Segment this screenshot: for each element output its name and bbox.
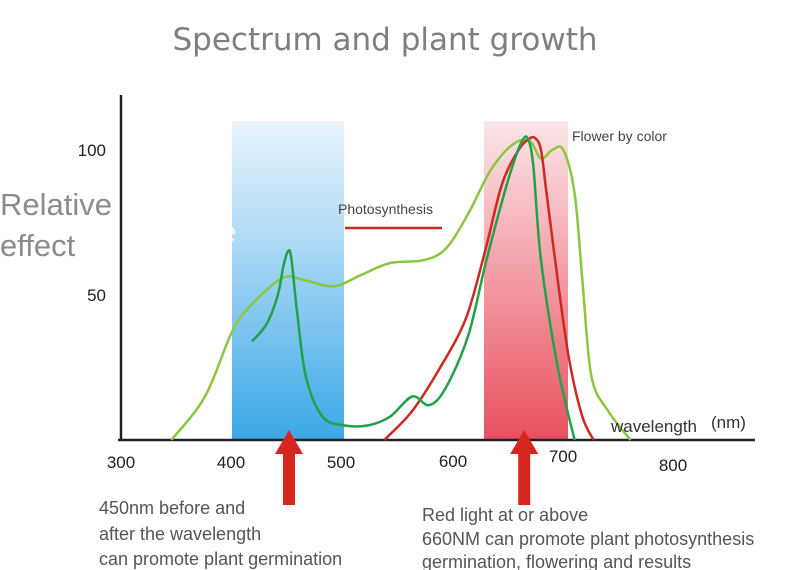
photosynthesis-label: Photosynthesis <box>338 201 433 217</box>
x-tick-label: 700 <box>549 447 577 466</box>
red-arrow <box>510 430 539 505</box>
note-right-line-3: germination, flowering and results <box>422 552 691 570</box>
note-left: 450nm before and after the wavelength ca… <box>99 498 342 569</box>
x-tick-label: 500 <box>327 453 355 472</box>
y-axis-label-line1: Relative <box>0 187 112 222</box>
x-axis-label: wavelength <box>610 417 697 436</box>
y-tick-label: 100 <box>78 141 106 160</box>
x-tick-label: 600 <box>439 452 467 471</box>
spectral-curves <box>170 135 632 441</box>
chart-title: Spectrum and plant growth <box>172 22 597 58</box>
note-right: Red light at or above 660NM can promote … <box>422 505 754 570</box>
x-axis-unit: (nm) <box>711 413 746 432</box>
photosynthesis-curve <box>383 135 595 441</box>
blue-band <box>232 121 344 440</box>
note-right-line-2: 660NM can promote plant photosynthesis <box>422 529 754 549</box>
note-left-line-2: after the wavelength <box>99 524 261 544</box>
y-tick-label: 50 <box>87 286 106 305</box>
y-axis-label-line2: effect <box>0 228 76 263</box>
red-band <box>484 121 568 440</box>
chlorophyll-curve <box>251 135 576 441</box>
flower-label: Flower by color <box>572 128 667 144</box>
x-tick-label: 400 <box>217 453 245 472</box>
indicator-arrows <box>275 430 539 505</box>
ghost-text: ve <box>205 216 237 249</box>
x-tick-label: 300 <box>107 453 135 472</box>
note-left-line-1: 450nm before and <box>99 498 245 518</box>
note-left-line-3: can promote plant germination <box>99 549 342 569</box>
axis-ticks: 300 400 500 600 700 800 50 100 <box>78 141 688 475</box>
x-tick-label: 800 <box>659 456 687 475</box>
spectral-bands <box>232 121 568 440</box>
note-right-line-1: Red light at or above <box>422 505 588 525</box>
red-arrow <box>275 430 303 505</box>
flower-curve <box>170 138 632 441</box>
